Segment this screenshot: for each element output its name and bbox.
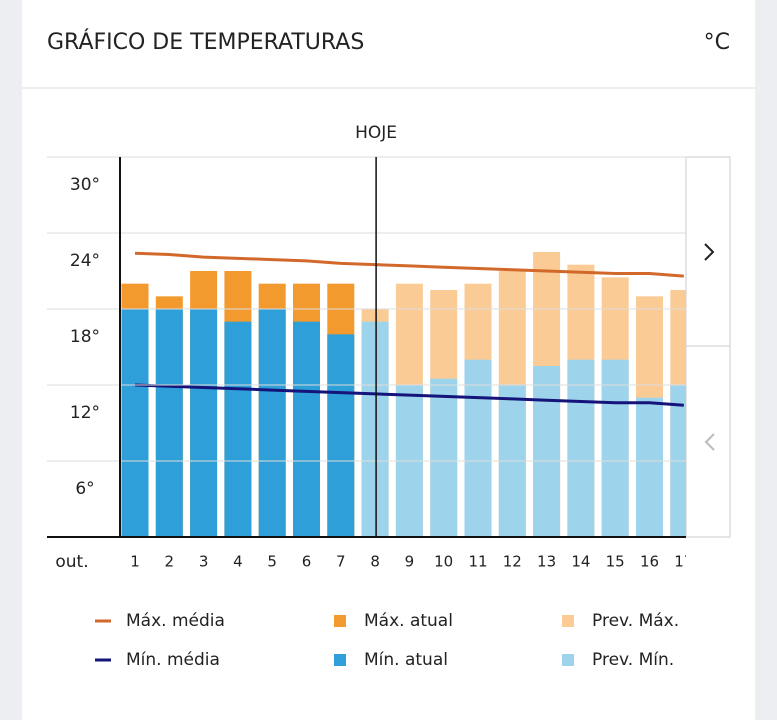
bar [464,359,492,537]
y-tick-label: 30° [70,175,100,195]
bar [293,321,320,537]
plot: 1 2 3 4 5 6 7 8 9 10 11 12 13 14 15 16 17 [121,251,693,571]
line-series [134,251,684,278]
bar [155,309,183,537]
y-tick-label: 24° [70,251,100,271]
legend-swatch [334,654,346,666]
legend-label: Prev. Mín. [592,650,674,670]
x-tick-label: 3 [199,553,209,571]
y-tick-label: 12° [70,403,100,423]
x-tick-label: 7 [336,553,346,571]
x-tick-label: 16 [640,553,659,571]
x-tick-label: 5 [267,553,277,571]
bar [567,359,595,537]
legend: Máx. média Mín. média Máx. atual Mín. atual… [95,611,679,670]
x-tick-label: 4 [233,553,243,571]
bar [601,359,629,537]
unit-toggle[interactable]: °C [704,30,730,55]
legend-label: Mín. média [126,650,220,670]
nav-panel [685,156,731,538]
x-tick-label: 6 [302,553,312,571]
bar [258,309,286,537]
x-tick-label: 9 [405,553,415,571]
bar [533,366,561,537]
bar [121,309,149,537]
legend-swatch [334,615,346,627]
x-tick-label: 1 [130,553,140,571]
legend-swatch [562,654,574,666]
next-button[interactable] [704,243,715,261]
x-tick-label: 15 [606,553,625,571]
x-tick-label: 14 [571,553,590,571]
x-tick-label: 12 [503,553,522,571]
x-axis-label: out. [55,552,88,572]
bar [327,334,355,537]
bar [361,321,389,537]
header-title: GRÁFICO DE TEMPERATURAS [47,29,364,55]
today-label: HOJE [355,123,397,143]
legend-label: Máx. média [126,611,225,631]
legend-swatch [562,615,574,627]
x-tick-label: 8 [370,553,380,571]
legend-label: Mín. atual [364,650,448,670]
legend-label: Máx. atual [364,611,453,631]
y-tick-label: 6° [75,479,94,499]
x-tick-label: 11 [468,553,487,571]
x-tick-label: 10 [434,553,453,571]
line-series [134,383,684,407]
x-tick-label: 13 [537,553,556,571]
y-tick-label: 18° [70,327,100,347]
x-tick-label: 2 [165,553,175,571]
axes: 6° 12° 18° 24° 30° HOJE [47,123,686,538]
x-tick-label: 17 [674,553,693,571]
legend-label: Prev. Máx. [592,611,679,631]
bar [430,378,458,537]
bar [190,309,218,537]
prev-button[interactable] [704,433,715,451]
bar [636,397,663,537]
bar [224,321,252,537]
